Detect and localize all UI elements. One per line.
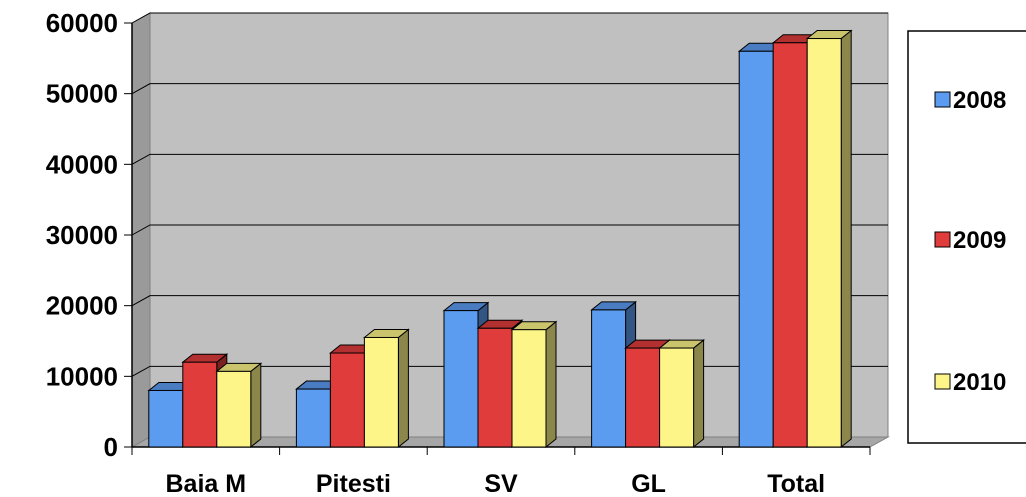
bar-front — [659, 347, 695, 448]
bar-side — [250, 362, 262, 449]
bar-front — [477, 327, 513, 448]
legend-label: 2008 — [953, 87, 1006, 114]
x-tick-label: GL — [631, 470, 666, 497]
x-axis: Baia M Pitesti SV GL Total — [131, 446, 871, 497]
y-tick-label: 10000 — [46, 361, 118, 391]
bar-front — [363, 336, 399, 448]
legend-label: 2009 — [953, 227, 1006, 254]
legend-box — [907, 30, 1026, 444]
gridline — [131, 83, 888, 95]
bar-side — [840, 29, 852, 449]
x-tick-label: SV — [484, 470, 518, 497]
y-tick-label: 60000 — [46, 8, 118, 38]
gridline — [131, 153, 888, 165]
bar — [510, 320, 558, 449]
legend: 2008 2009 2010 — [907, 30, 1026, 444]
legend-swatch — [934, 91, 951, 108]
x-tick-label: Baia M — [166, 470, 247, 497]
bar-side — [397, 328, 409, 449]
bar-front — [591, 309, 627, 448]
legend-item: 2008 — [934, 87, 1006, 114]
x-tick-label: Total — [767, 470, 825, 497]
x-tick-label: Pitesti — [316, 470, 391, 497]
bar-front — [625, 347, 661, 448]
legend-label: 2010 — [953, 369, 1006, 396]
legend-swatch — [934, 231, 951, 248]
y-tick-label: 20000 — [46, 291, 118, 321]
bars — [147, 29, 853, 449]
legend-swatch — [934, 373, 951, 390]
bar-front — [295, 388, 331, 448]
legend-item: 2009 — [934, 227, 1006, 254]
bar-front — [329, 352, 365, 448]
bar-front — [148, 389, 184, 448]
bar-front — [216, 370, 252, 448]
bar — [658, 339, 706, 449]
bar — [362, 328, 410, 449]
bar-side — [693, 339, 705, 449]
bar-front — [511, 329, 547, 448]
y-tick-label: 30000 — [46, 220, 118, 250]
bar — [215, 362, 263, 449]
y-axis: 0 10000 20000 30000 40000 50000 60000 — [46, 8, 133, 462]
y-tick-label: 40000 — [46, 149, 118, 179]
legend-item: 2010 — [934, 369, 1006, 396]
y-tick-label: 0 — [104, 432, 118, 462]
gridline — [131, 224, 888, 236]
bar-front — [738, 50, 774, 448]
bar-front — [443, 310, 479, 448]
bar-front — [182, 361, 218, 448]
bar-side — [545, 320, 557, 449]
bar-front — [772, 42, 808, 448]
y-tick-label: 50000 — [46, 79, 118, 109]
gridline — [131, 295, 888, 307]
bar — [805, 29, 853, 449]
bar — [771, 33, 819, 449]
gridline — [131, 12, 888, 24]
bar-front — [806, 38, 842, 448]
